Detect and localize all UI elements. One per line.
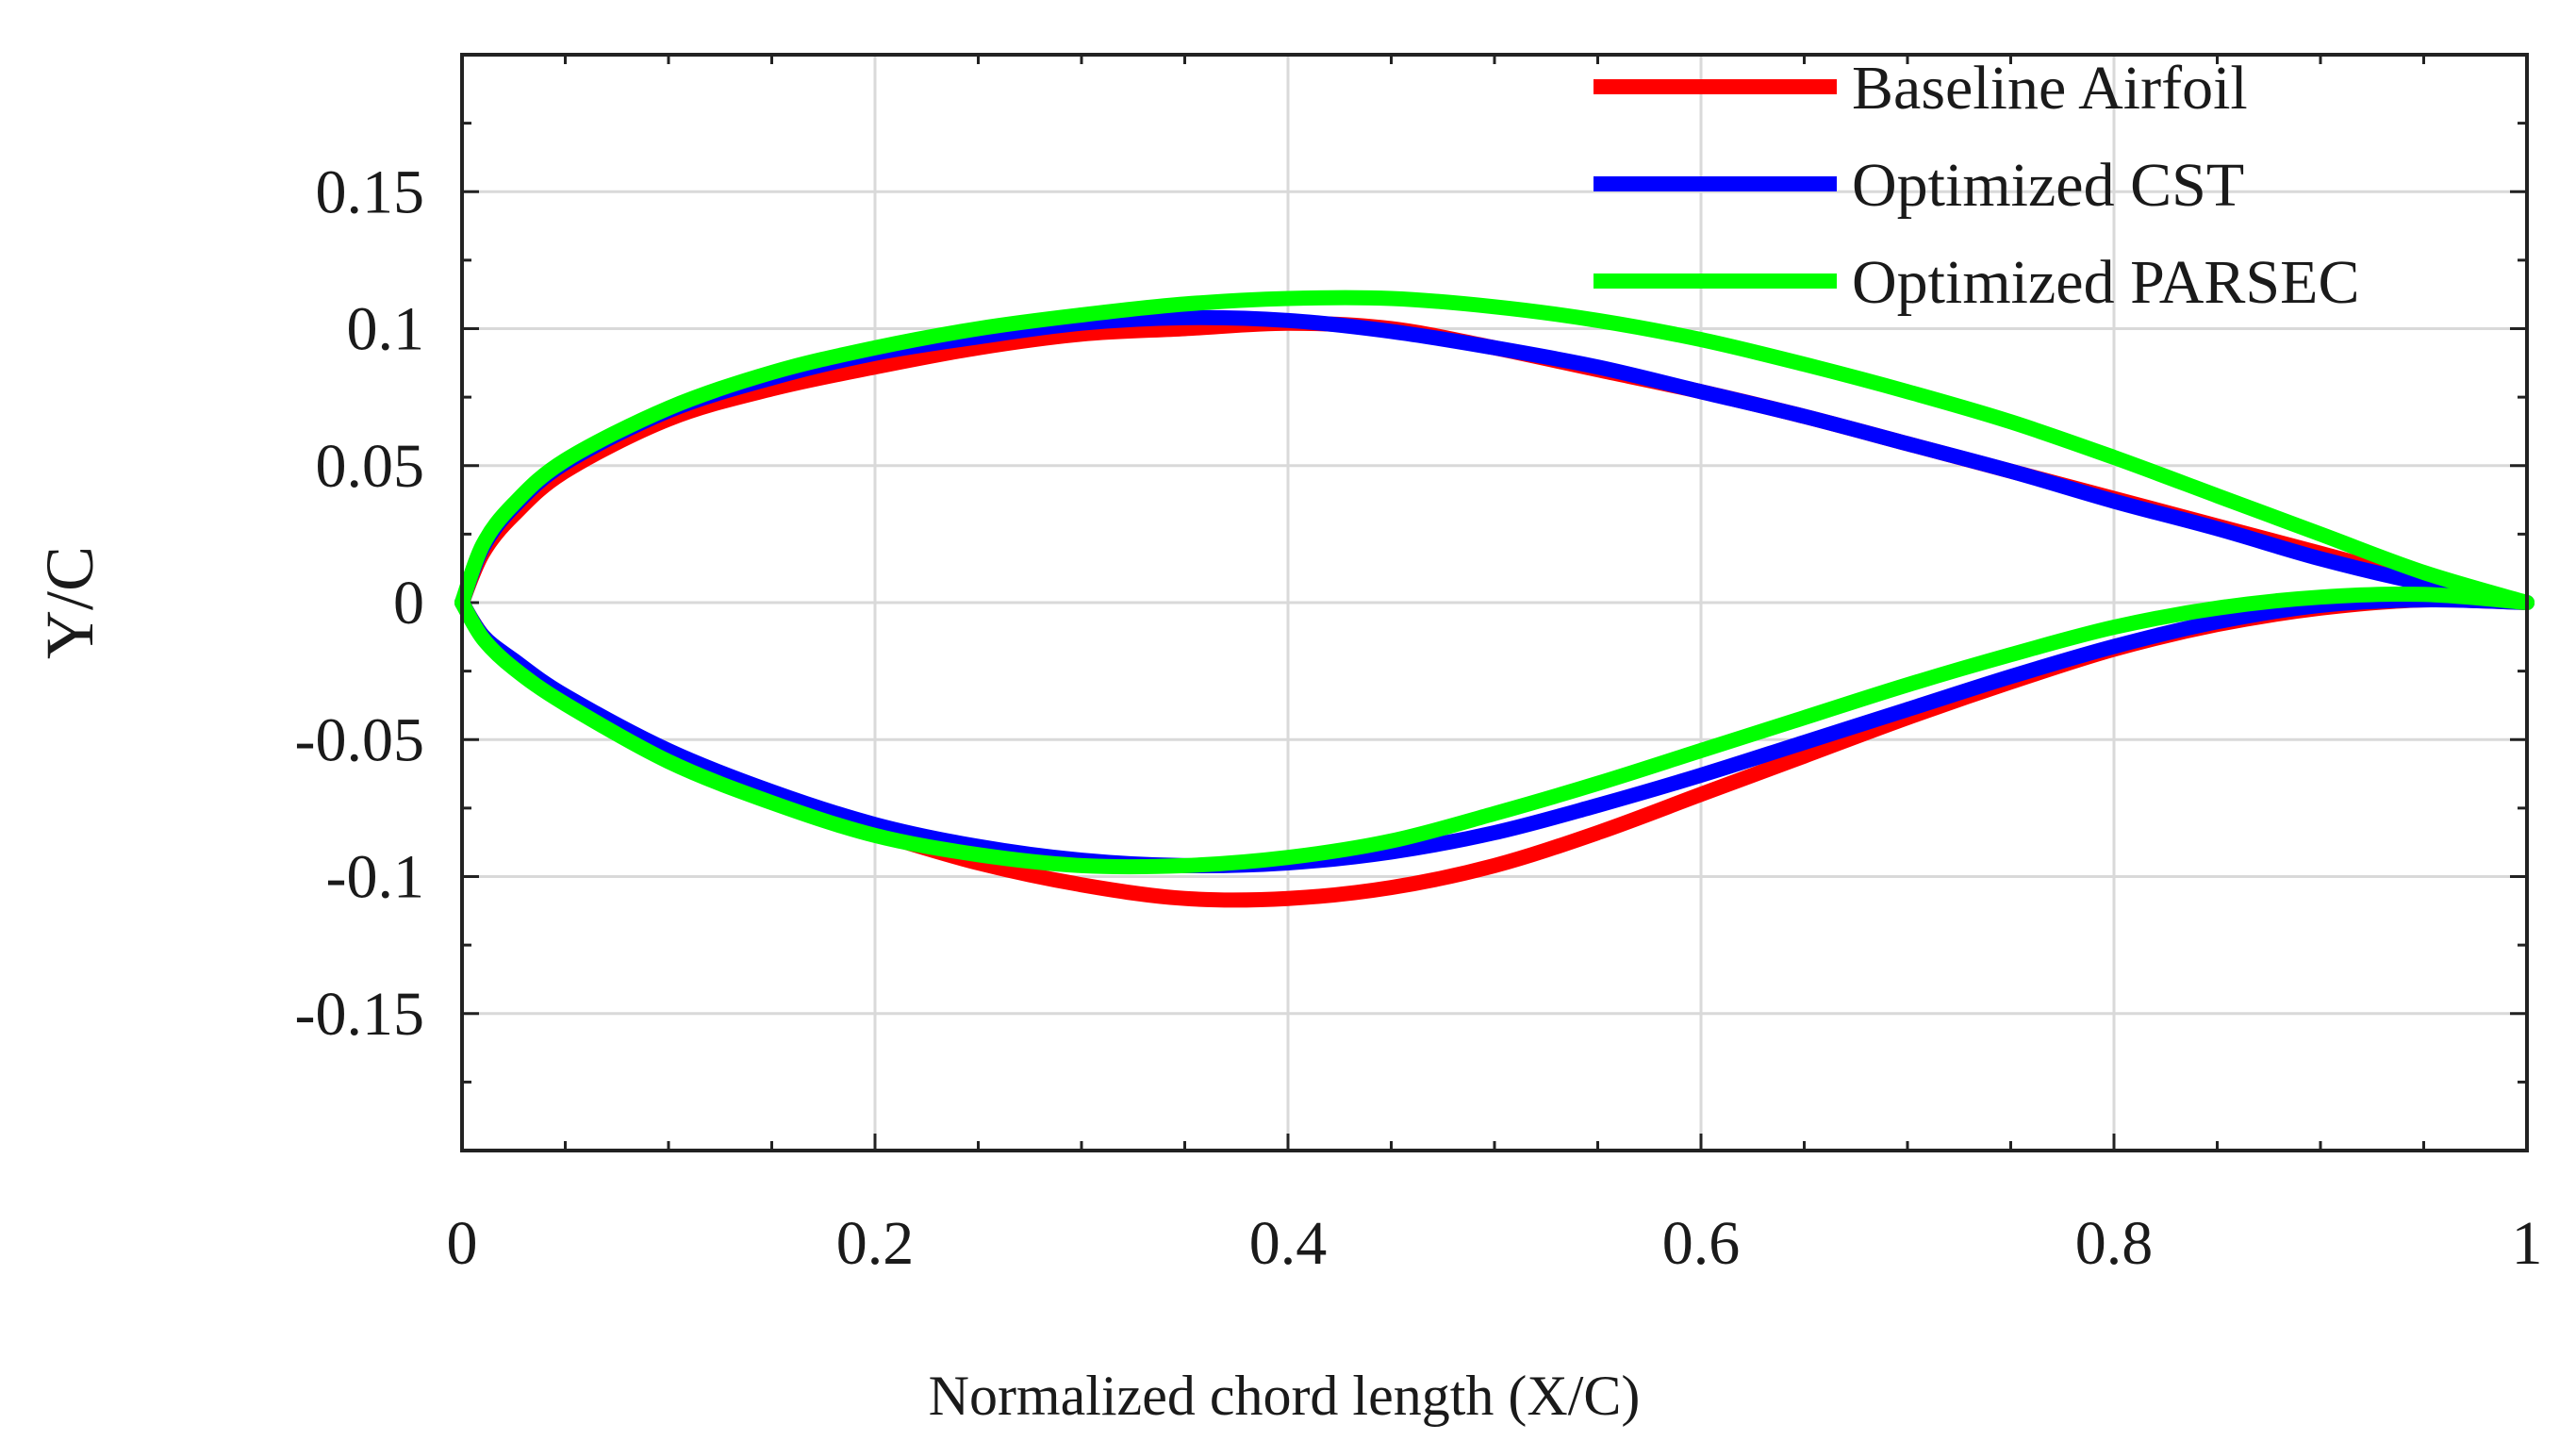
x-tick-label: 1 [2512, 1209, 2543, 1278]
y-tick-label: -0.05 [295, 705, 424, 774]
x-tick-label: 0.4 [1249, 1209, 1328, 1278]
x-tick-labels: 0 0.2 0.4 0.6 0.8 1 [447, 1209, 2543, 1278]
y-tick-label: -0.1 [326, 843, 424, 912]
x-axis-title: Normalized chord length (X/C) [929, 1365, 1641, 1427]
y-tick-label: 0.1 [347, 295, 425, 364]
y-axis-title: Y/C [32, 546, 107, 659]
series-line-parsec-lower [454, 586, 2535, 875]
x-tick-label: 0 [447, 1209, 478, 1278]
x-tick-label: 0.6 [1662, 1209, 1741, 1278]
legend-label-baseline: Baseline Airfoil [1852, 54, 2248, 123]
grid-lines [462, 55, 2527, 1151]
y-tick-labels: 0.15 0.1 0.05 0 -0.05 -0.1 -0.15 [295, 157, 424, 1049]
legend-label-parsec: Optimized PARSEC [1852, 248, 2359, 317]
series-layer [454, 290, 2535, 908]
y-tick-label: 0.05 [316, 432, 425, 501]
series-line-cst-lower [454, 592, 2535, 874]
y-tick-label: 0 [393, 569, 424, 638]
x-tick-label: 0.8 [2075, 1209, 2154, 1278]
y-tick-label: 0.15 [316, 157, 425, 226]
plot-frame [460, 53, 2529, 1152]
series-line-parsec-upper [454, 290, 2535, 610]
x-tick-label: 0.2 [836, 1209, 915, 1278]
legend-label-cst: Optimized CST [1852, 151, 2244, 220]
y-tick-label: -0.15 [295, 980, 424, 1049]
legend: Baseline Airfoil Optimized CST Optimized… [1593, 54, 2359, 317]
